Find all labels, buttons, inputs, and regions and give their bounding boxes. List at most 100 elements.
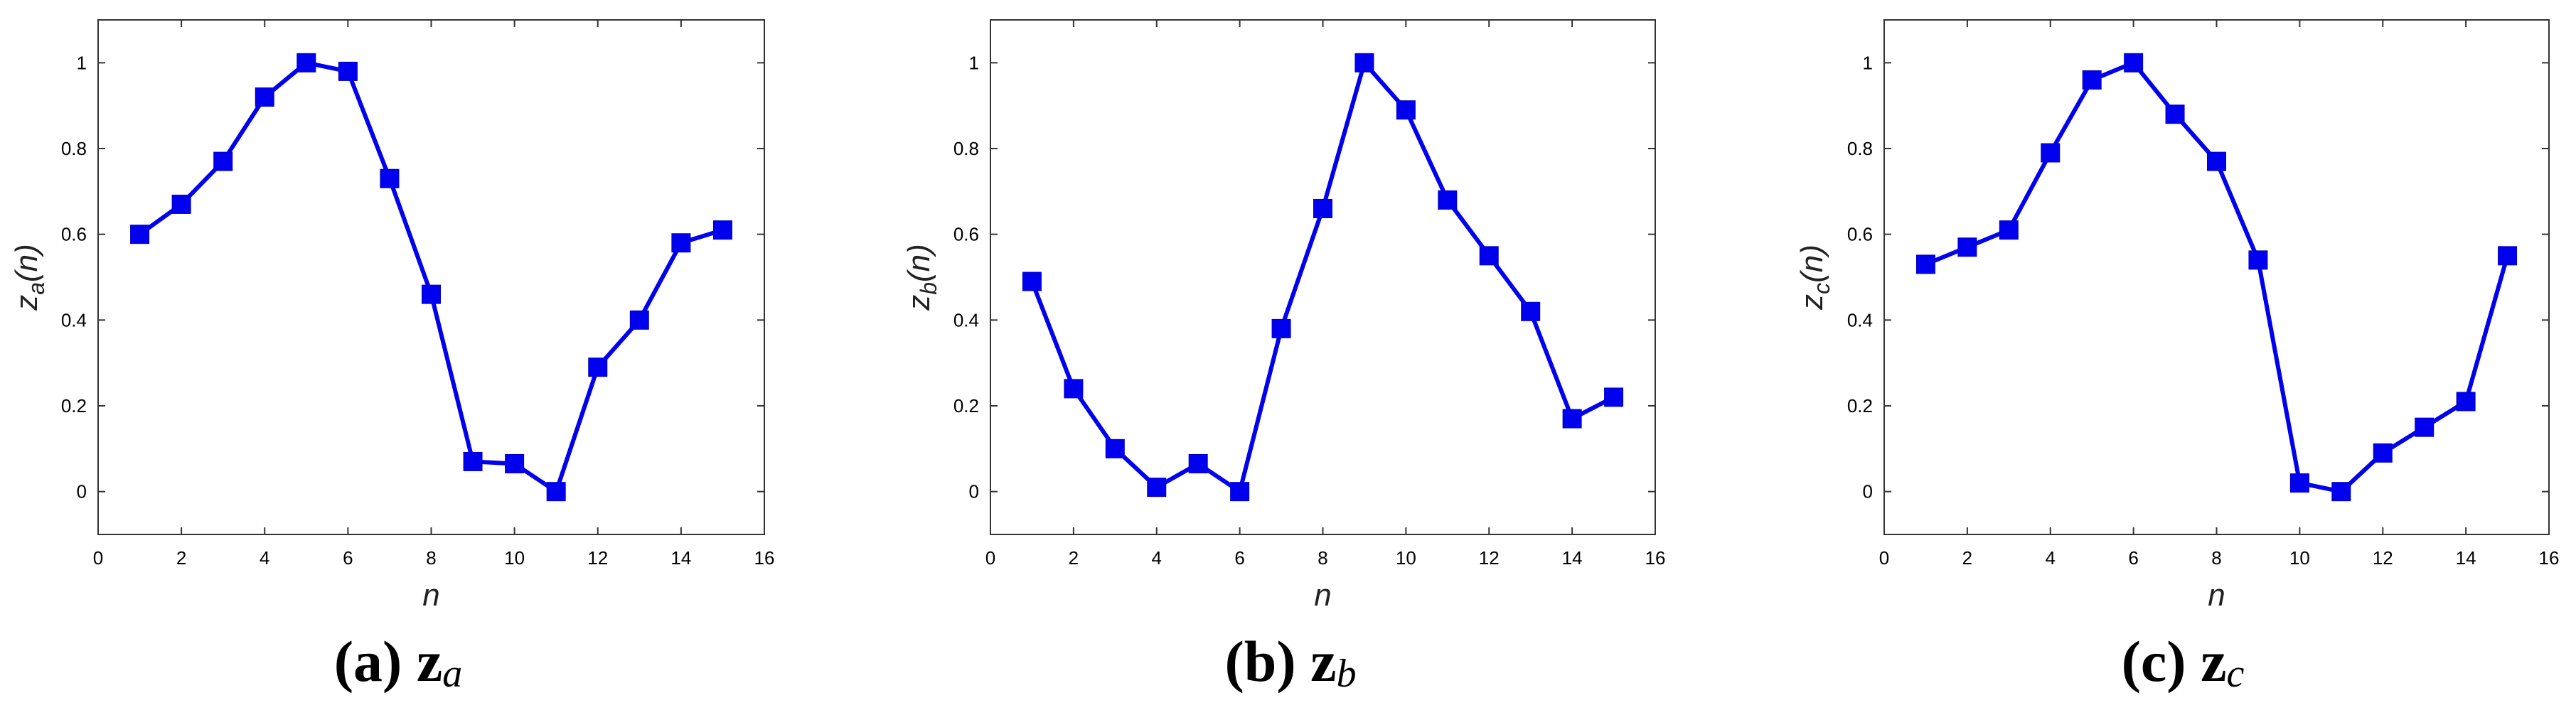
data-point (1479, 246, 1499, 266)
y-tick-label: 1 (1863, 52, 1873, 73)
y-tick-label: 0.2 (61, 395, 87, 416)
data-point (1230, 482, 1250, 502)
data-point (588, 357, 608, 377)
data-point (2165, 104, 2185, 124)
x-tick-label: 14 (1562, 547, 1583, 569)
x-tick-label: 6 (343, 547, 353, 569)
x-tick-label: 2 (1962, 547, 1972, 569)
plot-frame (990, 19, 1656, 535)
data-point (2498, 246, 2518, 266)
plot-frame (1883, 19, 2550, 535)
x-axis-label: n (1314, 578, 1331, 613)
x-tick-label: 4 (1152, 547, 1162, 569)
x-tick-label: 2 (1069, 547, 1079, 569)
x-tick-label: 14 (2456, 547, 2476, 569)
y-axis-label: za(n) (9, 244, 49, 311)
y-tick-label: 1 (969, 52, 979, 73)
y-tick-label: 0.6 (61, 224, 87, 245)
x-tick-label: 10 (1396, 547, 1416, 569)
data-point (1604, 387, 1624, 407)
data-point (2373, 443, 2393, 463)
x-tick-label: 8 (426, 547, 436, 569)
data-point (629, 310, 649, 330)
data-point (171, 194, 191, 214)
y-tick-label: 0.8 (1847, 138, 1873, 159)
data-point (2124, 53, 2144, 72)
data-point (2331, 482, 2351, 502)
y-axis-label: zc(n) (1795, 244, 1834, 311)
x-tick-label: 0 (1879, 547, 1889, 569)
y-tick-label: 0.4 (953, 309, 979, 330)
y-tick-label: 0.2 (1847, 395, 1873, 416)
x-tick-label: 12 (2373, 547, 2393, 569)
data-point (505, 453, 525, 473)
data-point (2207, 151, 2226, 171)
data-point (422, 284, 441, 304)
data-point (380, 168, 400, 188)
y-tick-label: 0.8 (953, 138, 979, 159)
data-point (1521, 301, 1541, 321)
data-point (2415, 417, 2435, 437)
data-point (1957, 237, 1977, 257)
data-point (255, 87, 274, 107)
y-tick-label: 0 (969, 481, 979, 502)
panel-caption: (c) zc (2122, 629, 2245, 696)
y-tick-label: 1 (77, 52, 87, 73)
x-tick-label: 6 (2128, 547, 2138, 569)
data-point (1064, 379, 1084, 399)
y-tick-label: 0.6 (1847, 224, 1873, 245)
data-point (1999, 220, 2019, 240)
data-point (2041, 143, 2061, 163)
data-point (1271, 318, 1291, 338)
x-axis-label: n (422, 578, 439, 613)
x-tick-label: 6 (1234, 547, 1244, 569)
y-tick-label: 0.6 (953, 224, 979, 245)
data-point (1313, 198, 1332, 218)
x-tick-label: 8 (2211, 547, 2221, 569)
x-tick-label: 2 (176, 547, 186, 569)
data-point (338, 61, 358, 81)
data-point (546, 482, 566, 502)
panel-caption: (a) za (334, 629, 463, 696)
x-tick-label: 4 (2046, 547, 2056, 569)
data-point (1105, 439, 1125, 458)
data-point (2289, 473, 2309, 493)
data-point (1396, 100, 1416, 120)
x-tick-label: 12 (1479, 547, 1500, 569)
data-point (671, 233, 691, 253)
chart-panel-b: 0 2 4 6 8 10 12 14 16 0 0.2 0.4 0.6 0.8 1 n zb(n) (b) zb (902, 19, 1666, 696)
data-point (1438, 190, 1458, 210)
series-line (1030, 60, 1615, 494)
data-point (712, 220, 732, 240)
x-tick-label: 12 (587, 547, 608, 569)
data-point (1147, 478, 1167, 497)
x-tick-label: 16 (754, 547, 775, 569)
y-tick-label: 0.4 (1847, 309, 1873, 330)
y-tick-label: 0 (1863, 481, 1873, 502)
x-tick-label: 4 (260, 547, 269, 569)
x-tick-label: 14 (670, 547, 691, 569)
data-point (1188, 453, 1208, 473)
data-point (1354, 53, 1374, 72)
series-line (138, 60, 724, 494)
data-point (296, 53, 316, 72)
x-tick-label: 16 (1645, 547, 1666, 569)
x-tick-label: 10 (504, 547, 525, 569)
data-point (130, 225, 150, 244)
data-point (213, 151, 233, 171)
data-point (2248, 250, 2268, 270)
y-tick-label: 0 (77, 481, 87, 502)
data-point (1022, 271, 1042, 291)
x-axis-label: n (2208, 578, 2225, 613)
x-tick-label: 0 (93, 547, 103, 569)
chart-panel-a: 0 2 4 6 8 10 12 14 16 0 0.2 0.4 0.6 0.8 1 n za(n) (a) za (9, 19, 775, 696)
y-tick-label: 0.8 (61, 138, 87, 159)
x-tick-label: 0 (985, 547, 995, 569)
panel-caption: (b) zb (1224, 629, 1356, 696)
y-tick-label: 0.4 (61, 309, 87, 330)
chart-panel-c: 0 2 4 6 8 10 12 14 16 0 0.2 0.4 0.6 0.8 1 n zc(n) (c) zc (1795, 19, 2559, 696)
data-point (1562, 409, 1582, 429)
x-tick-label: 8 (1318, 547, 1327, 569)
data-point (1915, 254, 1935, 274)
